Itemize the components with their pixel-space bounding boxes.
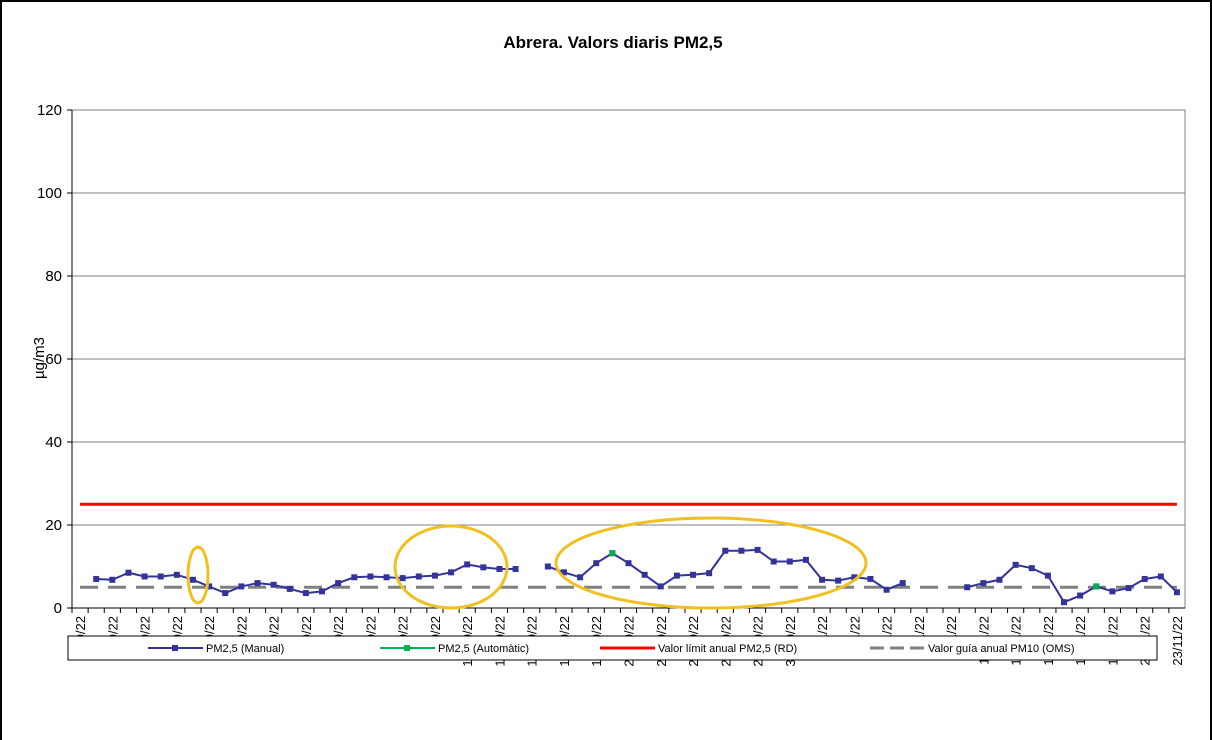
y-tick-label: 120: [37, 102, 62, 119]
marker: [496, 565, 503, 572]
marker: [980, 580, 987, 587]
marker: [1012, 561, 1019, 568]
marker: [835, 577, 842, 584]
highlight: [393, 524, 509, 610]
legend-label: PM2,5 (Automàtic): [438, 643, 529, 655]
marker: [738, 547, 745, 554]
marker: [883, 586, 890, 593]
legend-label: PM2,5 (Manual): [206, 643, 284, 655]
y-axis-label: µg/m3: [31, 337, 48, 379]
marker: [1044, 572, 1051, 579]
marker: [722, 547, 729, 554]
marker: [964, 584, 971, 591]
marker: [109, 576, 116, 583]
marker: [1125, 585, 1132, 592]
marker: [609, 550, 616, 557]
marker: [254, 580, 261, 587]
marker: [996, 576, 1003, 583]
marker: [173, 571, 180, 578]
marker: [302, 590, 309, 597]
marker: [448, 569, 455, 576]
y-tick-label: 60: [45, 351, 62, 368]
marker: [351, 574, 358, 581]
marker: [641, 571, 648, 578]
highlight: [554, 516, 868, 610]
marker: [819, 576, 826, 583]
marker: [1093, 583, 1100, 590]
legend-marker: [172, 645, 178, 651]
marker: [657, 583, 664, 590]
y-tick-label: 100: [37, 185, 62, 202]
marker: [286, 585, 293, 592]
marker: [367, 573, 374, 580]
marker: [125, 569, 132, 576]
legend-marker: [404, 645, 410, 651]
marker: [544, 563, 551, 570]
marker: [512, 565, 519, 572]
marker: [383, 574, 390, 581]
y-tick-label: 40: [45, 434, 62, 451]
marker: [335, 580, 342, 587]
marker: [673, 572, 680, 579]
marker: [851, 574, 858, 581]
marker: [141, 573, 148, 580]
legend-label: Valor límit anual PM2,5 (RD): [658, 643, 797, 655]
marker: [319, 588, 326, 595]
marker: [1061, 599, 1068, 606]
legend-items: PM2,5 (Manual) PM2,5 (Automàtic) Valor lím…: [148, 643, 1075, 655]
marker: [1077, 592, 1084, 599]
marker: [189, 576, 196, 583]
marker: [270, 581, 277, 588]
marker: [238, 583, 245, 590]
marker: [206, 583, 213, 590]
y-tick-label: 20: [45, 517, 62, 534]
marker: [1109, 588, 1116, 595]
marker: [770, 558, 777, 565]
chart-title: Abrera. Valors diaris PM2,5: [503, 33, 722, 52]
marker: [560, 569, 567, 576]
marker: [222, 590, 229, 597]
marker: [480, 564, 487, 571]
marker: [157, 573, 164, 580]
marker: [1173, 589, 1180, 596]
marker: [1028, 565, 1035, 572]
x-tick-label: 23/11/22: [1170, 616, 1185, 666]
marker: [786, 558, 793, 565]
marker: [415, 573, 422, 580]
marker: [706, 570, 713, 577]
marker: [1157, 573, 1164, 580]
marker: [464, 561, 471, 568]
marker: [577, 574, 584, 581]
marker: [802, 556, 809, 563]
marker: [867, 575, 874, 582]
marker: [754, 546, 761, 553]
marker: [690, 571, 697, 578]
marker: [899, 580, 906, 587]
legend-label: Valor guía anual PM10 (OMS): [928, 643, 1075, 655]
marker: [1141, 575, 1148, 582]
marker: [431, 572, 438, 579]
marker: [625, 560, 632, 567]
marker: [593, 560, 600, 567]
marker: [399, 575, 406, 582]
marker: [93, 575, 100, 582]
highlights: [186, 516, 868, 610]
y-tick-label: 0: [54, 600, 62, 617]
y-tick-label: 80: [45, 268, 62, 285]
highlight: [186, 545, 210, 605]
